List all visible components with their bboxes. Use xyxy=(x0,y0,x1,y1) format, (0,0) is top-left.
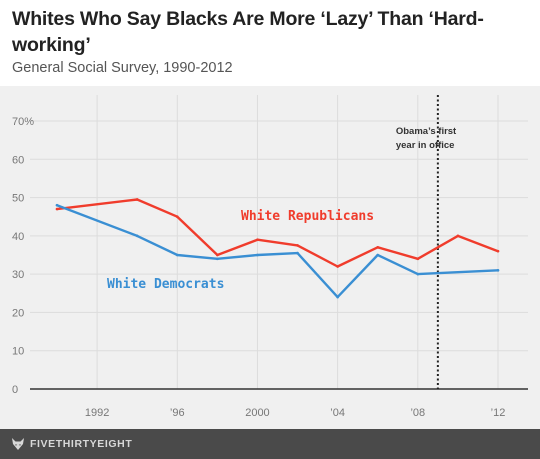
series-line-white-democrats xyxy=(55,203,500,299)
chart-subtitle: General Social Survey, 1990-2012 xyxy=(12,60,233,76)
footer-brand: FIVETHIRTYEIGHT xyxy=(30,438,133,450)
data-point xyxy=(135,234,139,238)
data-point xyxy=(256,253,259,257)
y-tick-label: 10 xyxy=(12,346,24,358)
plot-background xyxy=(0,86,540,429)
x-tick-label: 2000 xyxy=(245,407,269,419)
data-point xyxy=(496,269,500,272)
data-point xyxy=(496,249,500,253)
data-point xyxy=(376,246,380,249)
y-tick-label: 30 xyxy=(12,269,24,281)
y-tick-label: 0 xyxy=(12,384,18,396)
annotation-label: Obama’s first xyxy=(396,126,457,137)
data-point xyxy=(336,265,339,268)
series-label-white-democrats: White Democrats xyxy=(107,277,224,292)
data-point xyxy=(216,257,219,261)
x-tick-label: ’12 xyxy=(491,407,506,419)
line-chart: 0 10 20 30 40 50 60 70% 1992 ’96 2000 ’04 ’08 ’12 Obam… xyxy=(12,95,528,419)
y-tick-label: 60 xyxy=(12,154,24,166)
footer-bar: FIVETHIRTYEIGHT xyxy=(0,429,540,459)
data-point xyxy=(175,215,179,219)
x-tick-label: ’96 xyxy=(170,407,185,419)
data-point xyxy=(55,207,59,211)
y-tick-label: 70% xyxy=(12,116,34,128)
data-point xyxy=(175,253,179,257)
x-tick-label: ’08 xyxy=(410,407,425,419)
fivethirtyeight-fox-icon xyxy=(12,438,24,450)
x-tick-label: 1992 xyxy=(85,407,109,419)
data-point xyxy=(456,234,460,238)
y-tick-label: 20 xyxy=(12,307,24,319)
data-point xyxy=(296,251,299,255)
data-point xyxy=(416,272,420,276)
y-tick-label: 40 xyxy=(12,231,24,243)
chart-header: Whites Who Say Blacks Are More ‘Lazy’ Th… xyxy=(0,0,540,86)
data-point xyxy=(55,203,59,207)
data-point xyxy=(256,238,259,241)
data-point xyxy=(336,295,339,299)
series-label-white-republicans: White Republicans xyxy=(241,209,374,224)
data-point xyxy=(135,198,139,201)
data-point xyxy=(296,244,299,247)
data-point xyxy=(416,257,420,261)
chart-title: Whites Who Say Blacks Are More ‘Lazy’ Th… xyxy=(12,8,484,56)
annotation-label: year in office xyxy=(396,140,455,151)
x-tick-label: ’04 xyxy=(330,407,345,419)
y-tick-label: 50 xyxy=(12,193,24,205)
data-point xyxy=(216,253,219,257)
data-point xyxy=(376,253,380,257)
